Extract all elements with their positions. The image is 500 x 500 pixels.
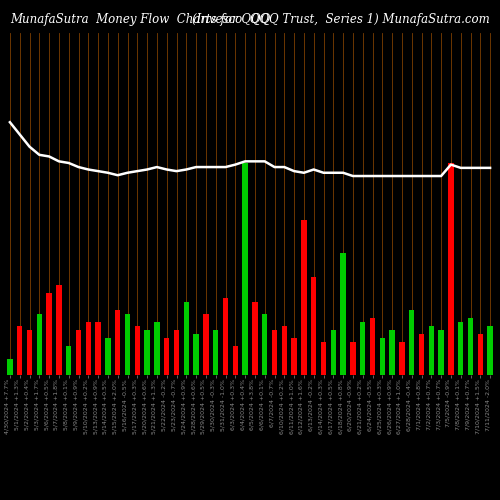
Bar xyxy=(86,322,91,375)
Bar xyxy=(174,330,179,375)
Bar xyxy=(428,326,434,375)
Bar xyxy=(27,330,32,375)
Bar xyxy=(468,318,473,375)
Bar xyxy=(105,338,110,375)
Bar xyxy=(194,334,199,375)
Bar xyxy=(321,342,326,375)
Bar xyxy=(488,326,493,375)
Bar xyxy=(252,302,258,375)
Bar xyxy=(66,346,71,375)
Bar xyxy=(419,334,424,375)
Bar xyxy=(409,310,414,375)
Bar xyxy=(213,330,218,375)
Bar xyxy=(154,322,160,375)
Bar xyxy=(125,314,130,375)
Bar xyxy=(360,322,366,375)
Bar xyxy=(292,338,297,375)
Bar xyxy=(115,310,120,375)
Bar xyxy=(56,286,62,375)
Bar xyxy=(46,294,52,375)
Bar xyxy=(370,318,375,375)
Bar xyxy=(330,330,336,375)
Bar xyxy=(399,342,404,375)
Bar xyxy=(7,358,12,375)
Bar xyxy=(242,163,248,375)
Bar xyxy=(438,330,444,375)
Text: (Invesco  QQQ Trust,  Series 1) MunafaSutra.com: (Invesco QQQ Trust, Series 1) MunafaSutr… xyxy=(192,12,490,26)
Bar xyxy=(134,326,140,375)
Bar xyxy=(262,314,268,375)
Bar xyxy=(36,314,42,375)
Bar xyxy=(184,302,189,375)
Bar xyxy=(17,326,22,375)
Bar xyxy=(448,163,454,375)
Bar xyxy=(340,252,346,375)
Bar xyxy=(164,338,170,375)
Bar xyxy=(223,298,228,375)
Bar xyxy=(144,330,150,375)
Bar xyxy=(301,220,306,375)
Bar xyxy=(203,314,208,375)
Bar xyxy=(282,326,287,375)
Bar xyxy=(478,334,483,375)
Bar xyxy=(458,322,464,375)
Bar xyxy=(76,330,81,375)
Bar xyxy=(311,277,316,375)
Bar xyxy=(390,330,395,375)
Bar xyxy=(380,338,385,375)
Bar xyxy=(96,322,101,375)
Bar xyxy=(232,346,238,375)
Text: MunafaSutra  Money Flow  Charts for QQQ: MunafaSutra Money Flow Charts for QQQ xyxy=(10,12,270,26)
Bar xyxy=(350,342,356,375)
Bar xyxy=(272,330,277,375)
